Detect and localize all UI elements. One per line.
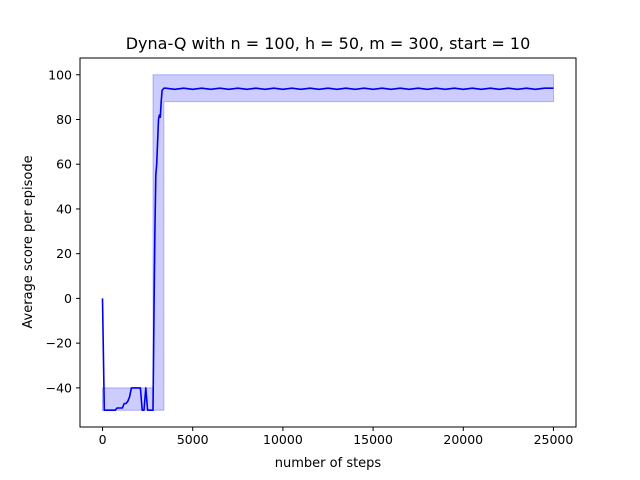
y-tick-label: −40 bbox=[46, 380, 72, 395]
x-tick-label: 15000 bbox=[353, 432, 393, 447]
y-tick-label: −20 bbox=[46, 336, 72, 351]
x-axis-label: number of steps bbox=[275, 456, 382, 471]
y-tick-label: 20 bbox=[56, 246, 72, 261]
y-tick-label: 40 bbox=[56, 201, 72, 216]
x-axis: 0 5000 10000 15000 20000 25000 bbox=[99, 427, 574, 447]
series-line bbox=[101, 87, 554, 412]
x-tick-label: 25000 bbox=[534, 432, 574, 447]
y-tick-label: 0 bbox=[64, 291, 72, 306]
chart-title: Dyna-Q with n = 100, h = 50, m = 300, st… bbox=[126, 34, 531, 53]
plot-area bbox=[101, 74, 554, 412]
axes-frame bbox=[79, 57, 577, 428]
y-axis: −40 −20 0 20 40 60 80 100 bbox=[46, 67, 80, 395]
y-axis-label: Average score per episode bbox=[21, 155, 36, 328]
x-tick-label: 5000 bbox=[177, 432, 209, 447]
x-tick-label: 20000 bbox=[443, 432, 483, 447]
x-tick-label: 0 bbox=[99, 432, 107, 447]
y-tick-label: 60 bbox=[56, 157, 72, 172]
y-tick-label: 80 bbox=[56, 112, 72, 127]
y-tick-label: 100 bbox=[48, 67, 72, 82]
x-tick-label: 10000 bbox=[263, 432, 303, 447]
confidence-band bbox=[102, 74, 554, 411]
